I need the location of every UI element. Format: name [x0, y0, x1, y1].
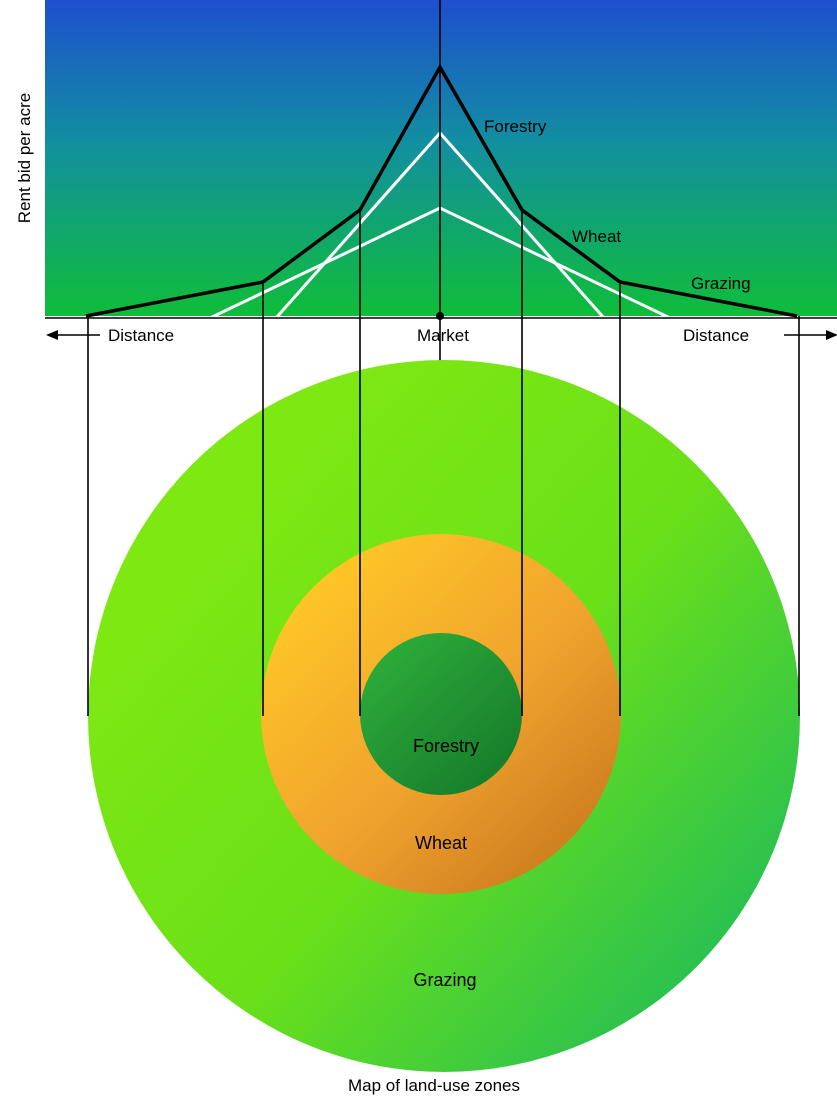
- wheat-curve-label: Wheat: [572, 227, 621, 246]
- chart-background: [45, 0, 837, 316]
- forestry-zone-label: Forestry: [413, 736, 479, 756]
- forestry-curve-label: Forestry: [484, 117, 547, 136]
- distance-right-label: Distance: [683, 326, 749, 345]
- wheat-zone-label: Wheat: [415, 833, 467, 853]
- forestry-zone: [360, 633, 522, 795]
- y-axis-label: Rent bid per acre: [15, 93, 34, 223]
- grazing-zone-label: Grazing: [413, 970, 476, 990]
- market-label: Market: [417, 326, 469, 345]
- grazing-curve-label: Grazing: [691, 274, 751, 293]
- left-arrowhead: [46, 330, 58, 340]
- distance-left-label: Distance: [108, 326, 174, 345]
- map-caption: Map of land-use zones: [348, 1076, 520, 1095]
- right-arrowhead: [826, 330, 837, 340]
